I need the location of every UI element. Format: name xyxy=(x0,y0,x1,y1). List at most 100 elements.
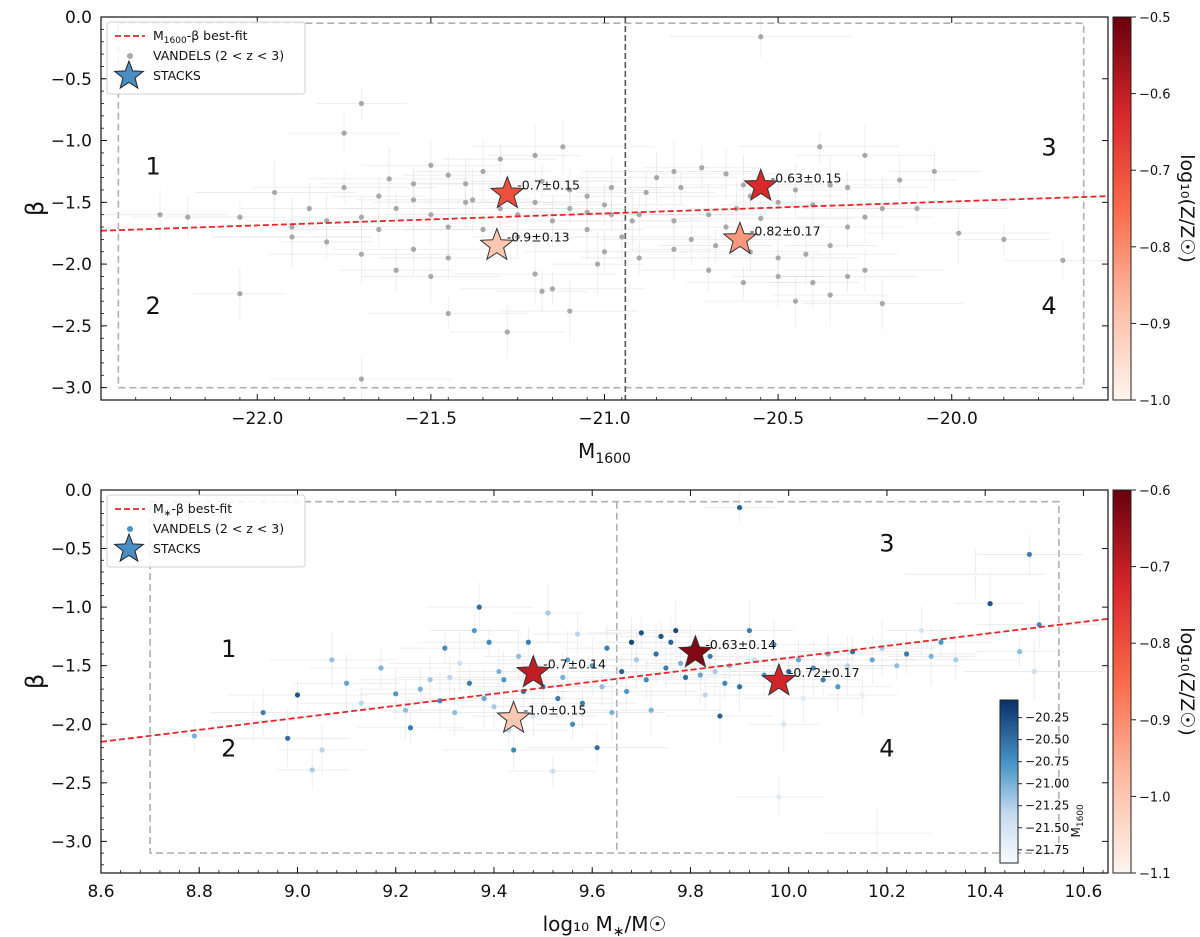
x-tick-label: −22.0 xyxy=(231,409,283,429)
data-point xyxy=(1016,649,1023,655)
data-point xyxy=(515,653,522,659)
bottom-panel: -0.7±0.14 -1.0±0.15 -0.63±0.14 -0.72±0.17 1 2… xyxy=(21,481,1198,937)
data-point xyxy=(260,709,266,716)
data-point xyxy=(648,707,654,713)
data-point xyxy=(476,604,482,610)
data-point xyxy=(511,747,517,753)
inset-colorbar-tick-label: −20.75 xyxy=(1025,755,1069,769)
data-point xyxy=(671,218,677,224)
y-tick-label: −2.0 xyxy=(51,255,92,275)
data-point xyxy=(466,680,473,686)
data-point xyxy=(584,193,590,199)
data-point xyxy=(736,504,743,511)
data-point xyxy=(157,212,163,218)
data-point xyxy=(956,230,962,236)
data-point xyxy=(740,280,746,286)
data-point xyxy=(442,645,448,651)
data-point xyxy=(237,214,243,220)
data-point xyxy=(341,184,347,191)
data-point xyxy=(504,329,510,335)
data-point xyxy=(417,686,423,692)
data-point xyxy=(294,692,301,698)
inset-colorbar-tick-label: −21.75 xyxy=(1025,843,1069,857)
data-point xyxy=(289,224,295,230)
data-point xyxy=(393,205,399,212)
data-point xyxy=(456,660,463,666)
stack-star xyxy=(722,220,758,255)
data-point xyxy=(532,152,538,158)
data-point xyxy=(636,212,642,218)
data-point xyxy=(712,668,718,675)
data-point xyxy=(486,639,492,645)
data-point xyxy=(191,733,197,739)
data-point xyxy=(501,677,507,683)
data-point xyxy=(795,657,802,663)
data-point xyxy=(953,657,959,663)
data-point xyxy=(480,226,486,233)
data-point xyxy=(758,215,764,221)
x-tick-label: 8.8 xyxy=(186,882,213,902)
data-point xyxy=(874,830,880,836)
quadrant-label: 3 xyxy=(879,530,894,558)
data-point xyxy=(594,745,600,751)
data-point xyxy=(491,704,497,710)
x-tick-label: 8.6 xyxy=(87,882,114,902)
colorbar-tick-label: −0.8 xyxy=(1139,241,1171,256)
quadrant-label: 3 xyxy=(1041,134,1056,162)
inset-colorbar-tick-label: −21.50 xyxy=(1025,821,1069,835)
data-point xyxy=(904,651,910,657)
inset-colorbar-tick-label: −21.00 xyxy=(1025,777,1069,791)
data-point xyxy=(469,197,476,203)
colorbar-tick-label: −0.7 xyxy=(1139,164,1171,179)
data-point xyxy=(306,205,312,212)
stack-label: -1.0±0.15 xyxy=(524,702,587,717)
data-point xyxy=(344,680,350,686)
data-point xyxy=(341,130,347,136)
data-point xyxy=(987,601,993,607)
legend-stars-label: STACKS xyxy=(153,541,201,556)
data-point xyxy=(376,193,382,199)
x-tick-label: −20.5 xyxy=(752,409,804,429)
x-tick-label: 9.2 xyxy=(382,882,409,902)
top-panel: -0.7±0.15 -0.9±0.13 -0.63±0.15 -0.82±0.17 1 2… xyxy=(21,8,1198,467)
data-point xyxy=(358,100,365,107)
quadrant-label: 2 xyxy=(221,735,236,763)
data-point xyxy=(682,674,689,681)
data-point xyxy=(574,631,581,637)
data-point xyxy=(897,177,903,183)
data-point xyxy=(723,224,729,230)
x-axis-label: M1600 xyxy=(578,439,631,467)
data-point xyxy=(358,251,365,257)
x-tick-label: 10.2 xyxy=(868,882,906,902)
data-point xyxy=(678,184,684,191)
plot-area: -0.7±0.15 -0.9±0.13 -0.63±0.15 -0.82±0.17 xyxy=(101,17,1108,400)
stack-label: -0.82±0.17 xyxy=(750,223,821,238)
stack-star xyxy=(479,227,515,261)
data-point xyxy=(471,627,477,634)
data-point xyxy=(481,695,487,702)
colorbar-tick-label: −0.6 xyxy=(1139,88,1171,103)
stack-star xyxy=(677,634,713,668)
x-tick-label: 10.0 xyxy=(770,882,808,902)
data-point xyxy=(445,255,451,261)
inset-colorbar-tick-label: −21.25 xyxy=(1025,799,1069,813)
legend-star-swatch xyxy=(113,532,145,563)
data-point xyxy=(272,189,278,196)
data-point xyxy=(800,695,807,702)
legend-box xyxy=(106,21,306,95)
data-point xyxy=(844,184,851,191)
stack-label: -0.72±0.17 xyxy=(789,665,860,680)
legend-point-swatch xyxy=(127,53,133,59)
y-tick-label: −0.5 xyxy=(51,540,92,560)
y-tick-label: −0.5 xyxy=(51,70,92,90)
data-point xyxy=(845,663,851,669)
data-point xyxy=(792,298,799,304)
data-point xyxy=(629,218,635,224)
data-point xyxy=(827,182,833,188)
colorbar-tick-label: −0.5 xyxy=(1139,11,1171,26)
quadrant-label: 2 xyxy=(145,292,160,320)
data-point xyxy=(410,197,417,203)
x-tick-label: −20.0 xyxy=(926,409,978,429)
data-point xyxy=(817,144,823,150)
